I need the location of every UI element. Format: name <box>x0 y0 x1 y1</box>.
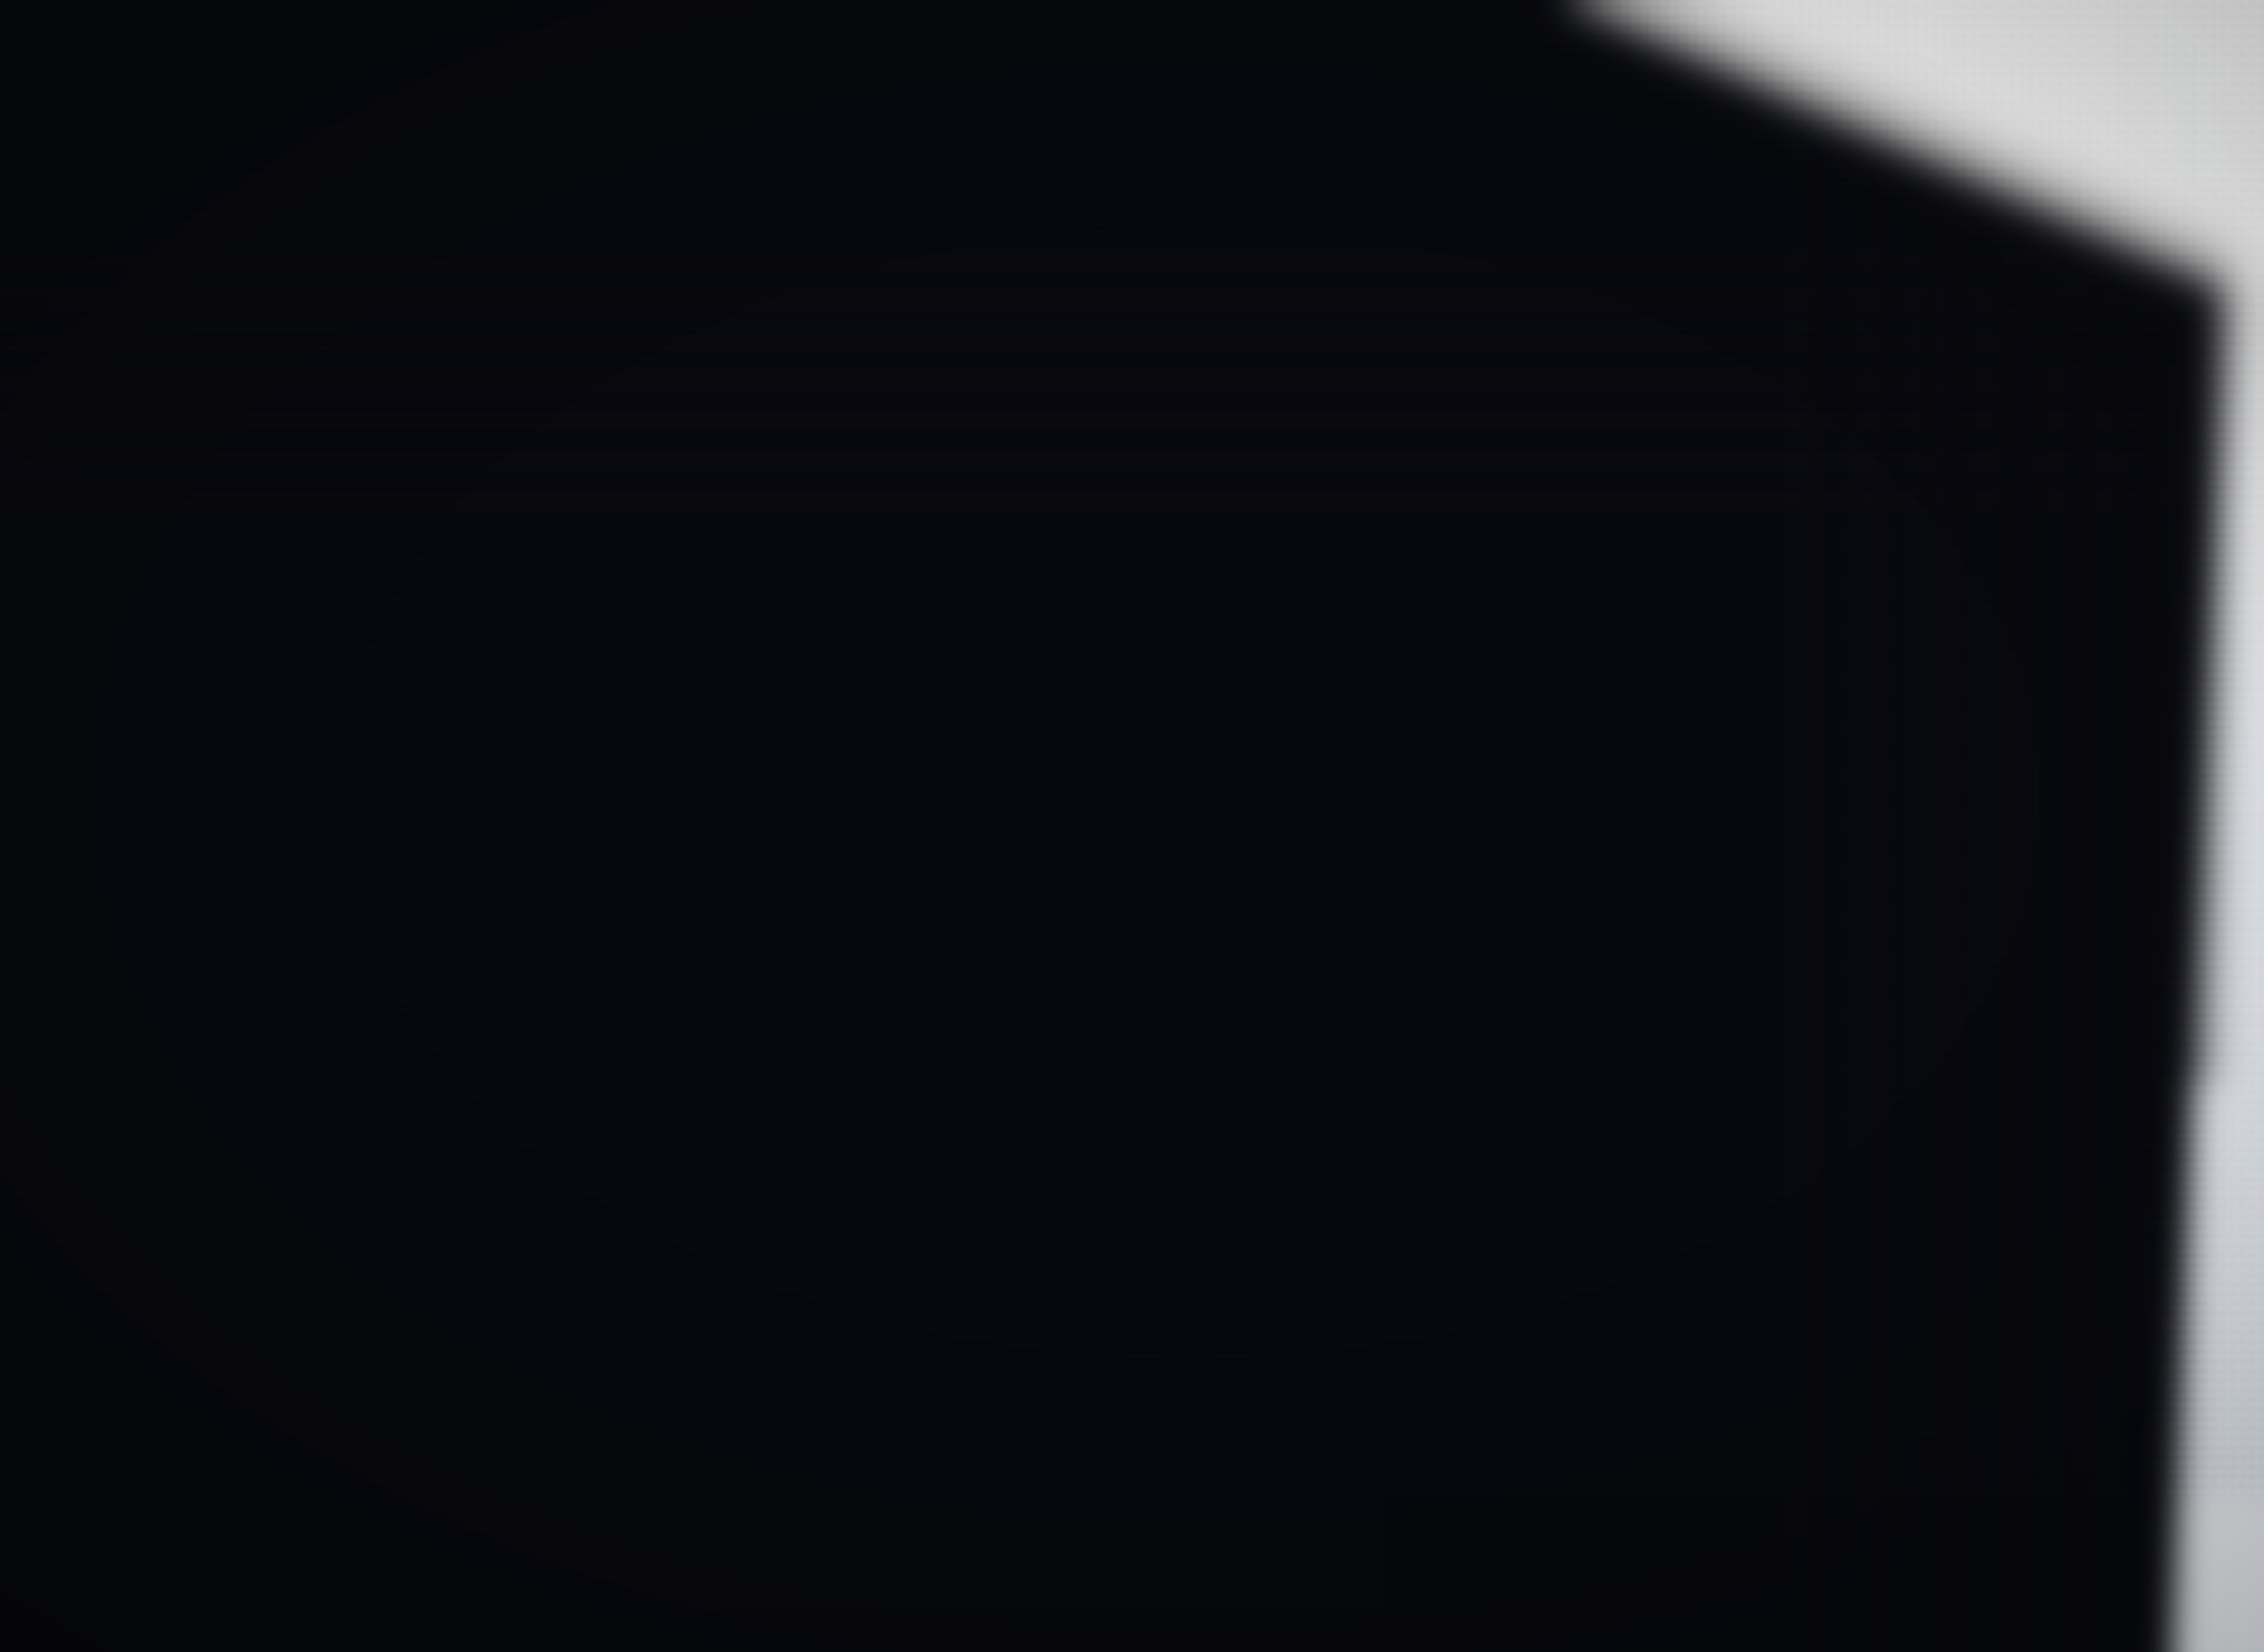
monitor-photograph: Confirmados Casos Confirmados 12,884 Vil… <box>0 0 2264 1652</box>
monitor-screen: Confirmados Casos Confirmados 12,884 Vil… <box>0 0 2221 1652</box>
sidebar: Confirmados Casos Confirmados 12,884 Vil… <box>0 0 413 1652</box>
tab-sintomas[interactable]: Sintomas <box>272 1017 463 1124</box>
sidebar-region-list: Porto 5,210 Lisboa 4,806 Braga 2,918 A <box>0 0 337 191</box>
bar-value-label: 4,280 <box>2098 399 2142 447</box>
bar-anosmia <box>889 729 1299 918</box>
bar-value-label: 3,908 <box>2010 672 2058 719</box>
symptoms-chart-panel: Sintomas Registados Febre Tosse Dores Mu… <box>225 0 2208 1311</box>
axis-tick-label: Anosmia <box>324 612 901 845</box>
chart-tabs: Sintomas Tipo de Contágio <box>272 992 2157 1308</box>
sidebar-section-heading: Evolução de Casos Suspeitos <box>0 146 273 401</box>
main-content: Sintomas Registados Febre Tosse Dores Mu… <box>41 0 2221 1652</box>
tab-tipo-de-contagio[interactable]: Tipo de Contágio <box>508 1047 800 1160</box>
bar-chart: Febre Tosse Dores Musculares Cefaleias F… <box>323 0 2188 1079</box>
list-item-value: 1,102 <box>209 114 291 172</box>
bar-value-label: 4,326 <box>2098 597 2143 644</box>
axis-tick-label: Febre <box>453 0 989 39</box>
perspective-stage: Confirmados Casos Confirmados 12,884 Vil… <box>0 0 2264 1652</box>
list-item-value: 2,918 <box>230 0 312 34</box>
bar-value-label: 2,372 <box>1647 797 1707 848</box>
axis-tick-label: Tosse <box>432 0 974 168</box>
bar-value-label: 3,210 <box>1855 735 1908 784</box>
table-row[interactable]: 4,094 <box>964 61 2185 583</box>
axis-tick-label: Cefaleias <box>390 158 946 432</box>
axis-tick-label: Fraqueza Generalizada <box>369 307 931 568</box>
dashboard: Confirmados Casos Confirmados 12,884 Vil… <box>0 0 2221 1652</box>
chart-category-axis: Febre Tosse Dores Musculares Cefaleias F… <box>323 0 989 848</box>
list-item-value: 1,740 <box>220 43 301 103</box>
axis-tick-label: Dificuldade Respiratória <box>346 458 916 705</box>
card-title: Grupo Etário <box>243 1168 493 1242</box>
chart-plot-area: 4,280 4,094 4,326 <box>887 0 2188 1079</box>
chart-bars: 4,280 4,094 4,326 <box>888 0 2188 1079</box>
bar-value-label: 4,094 <box>2057 483 2103 531</box>
axis-tick-label: Dores Musculares <box>412 12 960 299</box>
